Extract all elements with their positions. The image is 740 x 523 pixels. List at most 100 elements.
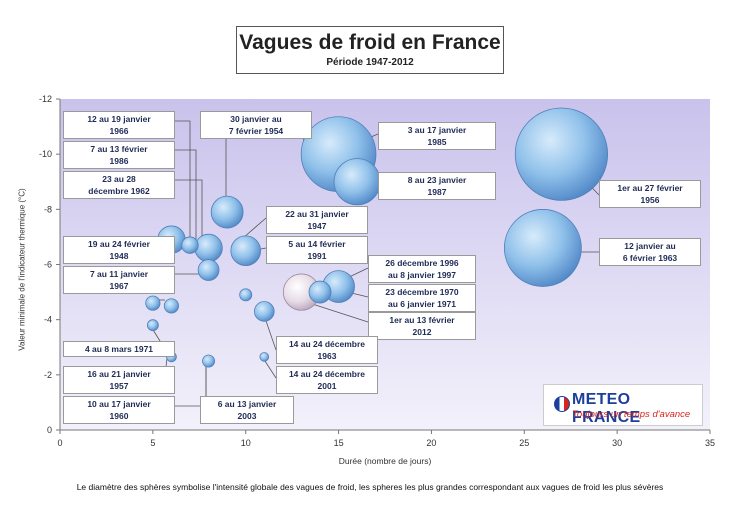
annotation-line: 1960 — [109, 411, 129, 421]
y-tick-label: -4 — [44, 315, 52, 325]
bubble: 1er au 27 février 1956 — [514, 107, 609, 201]
annotation-line: au 8 janvier 1997 — [387, 270, 457, 280]
axes: 0 5 10 15 20 25 30 35 0 -2 -4 -6 -8 -10 -12 — [39, 94, 715, 448]
annotation-line: 1986 — [109, 156, 129, 166]
annotation-box: 12 au 19 janvier 1966 — [63, 111, 175, 139]
annotation-line: 16 au 21 janvier — [87, 369, 151, 379]
annotation-line: 19 au 24 février — [88, 239, 150, 249]
annotation-line: 1948 — [109, 251, 129, 261]
annotation-line: 7 au 11 janvier — [89, 269, 149, 279]
annotation-box: 23 décembre 1970 au 6 janvier 1971 — [368, 284, 476, 312]
annotation-box: 12 janvier au 6 février 1963 — [599, 238, 701, 266]
annotation-line: 1963 — [317, 351, 337, 361]
bubble: 7 au 13 février 1986 — [194, 233, 223, 263]
annotation-line: au 6 janvier 1971 — [387, 299, 457, 309]
chart-subtitle: Période 1947-2012 — [326, 57, 414, 68]
annotation-line: 8 au 23 janvier — [407, 175, 467, 185]
annotation-line: 1er au 27 février — [617, 183, 683, 193]
annotation-line: 4 au 8 mars 1971 — [84, 344, 154, 354]
annotation-box: 14 au 24 décembre 2001 — [276, 366, 378, 394]
annotation-line: 3 au 17 janvier — [407, 125, 467, 135]
annotation-box: 6 au 13 janvier 2003 — [200, 396, 294, 424]
annotation-line: 1957 — [109, 381, 129, 391]
annotation-line: 7 au 13 février — [90, 144, 148, 154]
chart-title: Vagues de froid en France — [239, 31, 501, 54]
bubble: 4 au 8 mars 1971 — [146, 319, 159, 332]
logo-mark-icon — [554, 396, 570, 412]
logo-name: METEO FRANCE — [572, 391, 641, 426]
logo-tagline: Toujours un temps d'avance — [572, 409, 691, 420]
y-tick-label: -2 — [44, 370, 52, 380]
bubble: 12 au 19 janvier 1966 — [181, 236, 199, 254]
annotation-box: 19 au 24 février 1948 — [63, 236, 175, 264]
x-tick-label: 20 — [426, 438, 436, 448]
annotation-line: 10 au 17 janvier — [87, 399, 151, 409]
leader-line — [165, 179, 203, 240]
annotation-box: 4 au 8 mars 1971 — [63, 341, 175, 357]
annotation-box: 22 au 31 janvier 1947 — [266, 206, 368, 234]
annotation-line: 14 au 24 décembre — [288, 339, 366, 349]
leader-line — [264, 317, 277, 351]
annotation-box: 3 au 17 janvier 1985 — [378, 122, 496, 150]
annotation-box: 14 au 24 décembre 1963 — [276, 336, 378, 364]
annotation-box: 1er au 27 février 1956 — [599, 180, 701, 208]
annotation-line: 1967 — [109, 281, 129, 291]
y-tick-label: 0 — [47, 425, 52, 435]
annotation-line: 12 janvier au — [624, 241, 676, 251]
bubble: 16 au 21 janvier 1957 — [202, 354, 216, 368]
y-tick-label: -6 — [44, 260, 52, 270]
x-tick-label: 15 — [334, 438, 344, 448]
annotation-line: 1956 — [640, 195, 660, 205]
annotation-line: 1985 — [427, 137, 447, 147]
bubbles: 1er au 27 février 1956 12 janvier au 6 fé… — [145, 107, 609, 368]
annotation-line: 22 au 31 janvier — [285, 209, 349, 219]
bubble: 12 janvier au 6 février 1963 — [503, 209, 582, 287]
meteo-france-logo: METEO FRANCE Toujours un temps d'avance — [543, 384, 703, 426]
bubble: 14 au 24 décembre 1963 — [253, 301, 275, 322]
annotation-line: décembre 1962 — [88, 186, 150, 196]
bubble: 7 au 11 janvier 1967 — [145, 295, 161, 311]
x-axis-label: Durée (nombre de jours) — [338, 456, 432, 466]
annotation-line: 23 au 28 — [102, 174, 136, 184]
annotation-line: 14 au 24 décembre — [288, 369, 366, 379]
bubble: 22 au 31 janvier 1947 — [210, 195, 244, 229]
leader-line — [165, 149, 197, 240]
annotation-box: 5 au 14 février 1991 — [266, 236, 368, 264]
annotation-line: 1947 — [307, 221, 327, 231]
bubble: 6 au 13 janvier 2003 — [239, 288, 253, 302]
annotation-line: 1er au 13 février — [389, 315, 455, 325]
annotation-line: 1991 — [307, 251, 327, 261]
x-tick-label: 5 — [150, 438, 155, 448]
bubble: 23 au 28 décembre 1962 — [197, 259, 220, 281]
bubble: 8 au 23 janvier 1987 — [333, 158, 381, 206]
annotation-line: 5 au 14 février — [288, 239, 346, 249]
bubble: 5 au 14 février 1991 — [230, 235, 261, 266]
title-box: Vagues de froid en France Période 1947-2… — [236, 26, 504, 74]
annotation-line: 2003 — [237, 411, 257, 421]
annotation-box: 23 au 28 décembre 1962 — [63, 171, 175, 199]
x-tick-label: 35 — [705, 438, 715, 448]
y-tick-label: -10 — [39, 149, 52, 159]
annotation-line: 7 février 1954 — [228, 126, 284, 136]
annotation-line: 12 au 19 janvier — [87, 114, 151, 124]
annotation-box: 26 décembre 1996 au 8 janvier 1997 — [368, 255, 476, 283]
annotation-line: 2012 — [412, 327, 432, 337]
annotation-box: 8 au 23 janvier 1987 — [378, 172, 496, 200]
bubble: 26 décembre 1996 au 8 janvier 1997 — [308, 280, 332, 304]
y-tick-label: -8 — [44, 204, 52, 214]
annotation-box: 10 au 17 janvier 1960 — [63, 396, 175, 424]
annotation-line: 30 janvier au — [230, 114, 282, 124]
annotation-box: 30 janvier au 7 février 1954 — [200, 111, 312, 139]
annotation-line: 1987 — [427, 187, 447, 197]
annotation-line: 26 décembre 1996 — [385, 258, 459, 268]
x-tick-label: 30 — [612, 438, 622, 448]
annotation-box: 16 au 21 janvier 1957 — [63, 366, 175, 394]
annotation-line: 1966 — [109, 126, 129, 136]
x-tick-label: 10 — [241, 438, 251, 448]
annotation-line: 2001 — [317, 381, 337, 391]
annotation-line: 23 décembre 1970 — [385, 287, 459, 297]
leader-line — [242, 217, 267, 239]
x-tick-label: 0 — [57, 438, 62, 448]
annotation-line: 6 février 1963 — [622, 253, 678, 263]
chart-caption: Le diamètre des sphères symbolise l'inte… — [76, 482, 664, 492]
